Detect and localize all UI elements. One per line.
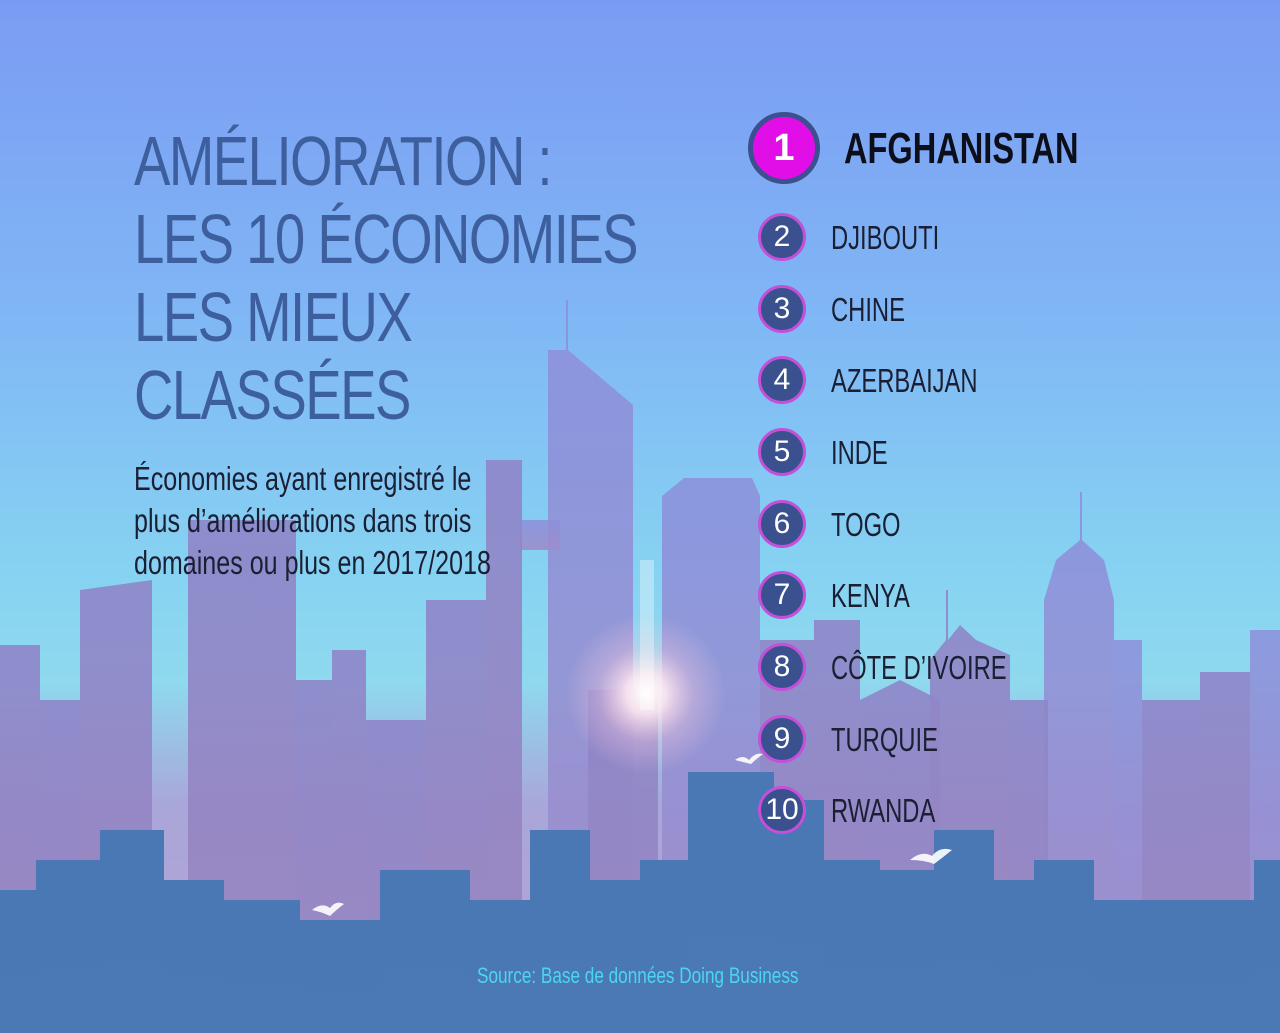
main-title: AMÉLIORATION : LES 10 ÉCONOMIES LES MIEU… <box>134 122 639 434</box>
rank-badge: 5 <box>758 428 806 476</box>
ranking-item: 4 AZERBAIJAN <box>748 355 1268 411</box>
rank-badge: 2 <box>758 213 806 261</box>
country-name: INDE <box>831 434 888 471</box>
rank-badge: 1 <box>748 112 820 184</box>
ranking-item: 8 CÔTE D’IVOIRE <box>748 642 1268 698</box>
rank-badge: 9 <box>758 715 806 763</box>
title-line: LES 10 ÉCONOMIES <box>134 200 639 278</box>
title-line: AMÉLIORATION : <box>134 122 553 200</box>
title-line: CLASSÉES <box>134 356 411 434</box>
country-name: RWANDA <box>831 792 936 829</box>
ranking-item: 7 KENYA <box>748 570 1268 626</box>
birds-decoration <box>312 753 952 916</box>
country-name: CHINE <box>831 291 905 328</box>
ranking-item: 3 CHINE <box>748 284 1268 340</box>
sun-glow <box>566 614 726 774</box>
rank-badge: 3 <box>758 285 806 333</box>
country-name: AZERBAIJAN <box>831 362 978 399</box>
country-name: DJIBOUTI <box>831 219 940 256</box>
ranking-item: 6 TOGO <box>748 499 1268 555</box>
subtitle-line: Économies ayant enregistré le <box>134 460 472 497</box>
ranking-item: 5 INDE <box>748 427 1268 483</box>
rank-badge: 10 <box>758 786 806 834</box>
ranking-list: 1 AFGHANISTAN 2 DJIBOUTI 3 CHINE 4 AZERB… <box>748 112 1268 852</box>
subtitle-line: domaines ou plus en 2017/2018 <box>134 544 491 581</box>
rank-badge: 6 <box>758 500 806 548</box>
country-name: AFGHANISTAN <box>844 124 1079 173</box>
rank-badge: 4 <box>758 356 806 404</box>
country-name: TURQUIE <box>831 721 938 758</box>
front-buildings <box>0 772 1280 1033</box>
country-name: CÔTE D’IVOIRE <box>831 649 1007 686</box>
ranking-item: 2 DJIBOUTI <box>748 212 1268 268</box>
source-credit: Source: Base de données Doing Business <box>477 963 799 988</box>
rank-badge: 7 <box>758 571 806 619</box>
ranking-item: 10 RWANDA <box>748 785 1268 841</box>
ranking-item: 9 TURQUIE <box>748 714 1268 770</box>
subtitle: Économies ayant enregistré le plus d’amé… <box>134 458 529 584</box>
subtitle-line: plus d’améliorations dans trois <box>134 502 472 539</box>
title-line: LES MIEUX <box>134 278 413 356</box>
rank-badge: 8 <box>758 643 806 691</box>
ranking-item: 1 AFGHANISTAN <box>748 112 1268 184</box>
country-name: KENYA <box>831 577 910 614</box>
country-name: TOGO <box>831 506 901 543</box>
